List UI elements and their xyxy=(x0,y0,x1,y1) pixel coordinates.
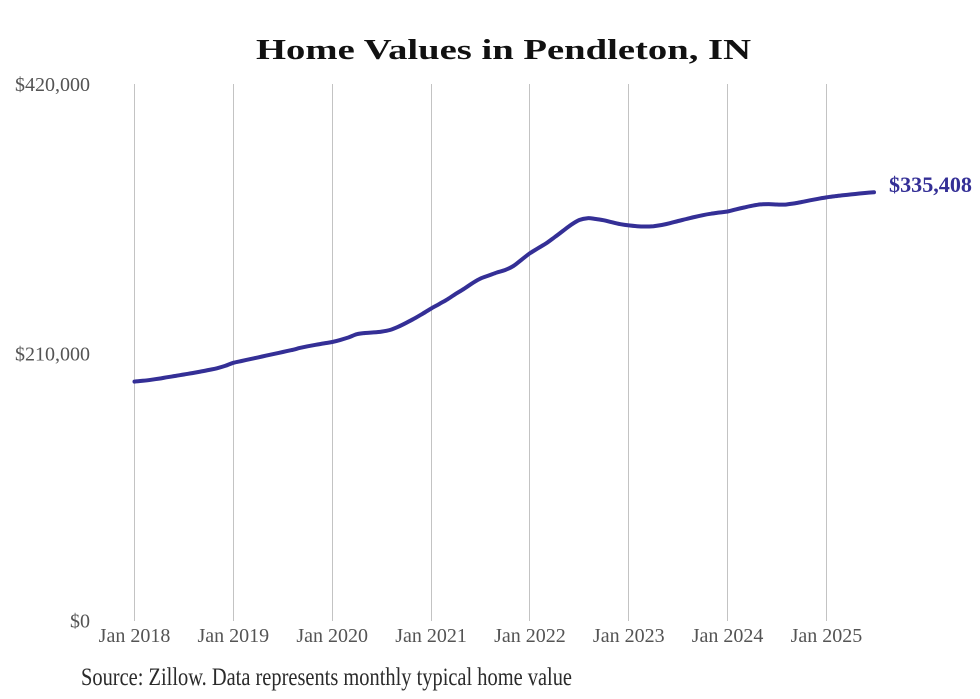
svg-text:Jan 2018: Jan 2018 xyxy=(99,625,171,647)
svg-text:$0: $0 xyxy=(70,610,90,632)
svg-text:$420,000: $420,000 xyxy=(15,74,90,96)
svg-text:Jan 2022: Jan 2022 xyxy=(494,625,566,647)
svg-text:$335,408: $335,408 xyxy=(889,172,972,197)
svg-text:Jan 2019: Jan 2019 xyxy=(198,625,270,647)
svg-text:Jan 2024: Jan 2024 xyxy=(692,625,764,647)
svg-text:Jan 2023: Jan 2023 xyxy=(593,625,665,647)
svg-text:Jan 2025: Jan 2025 xyxy=(791,625,863,647)
svg-text:$210,000: $210,000 xyxy=(15,344,90,366)
svg-text:Jan 2021: Jan 2021 xyxy=(395,625,467,647)
svg-text:Source: Zillow. Data represent: Source: Zillow. Data represents monthly … xyxy=(81,664,572,691)
svg-text:Home Values in Pendleton, IN: Home Values in Pendleton, IN xyxy=(256,34,751,66)
svg-text:Jan 2020: Jan 2020 xyxy=(296,625,368,647)
